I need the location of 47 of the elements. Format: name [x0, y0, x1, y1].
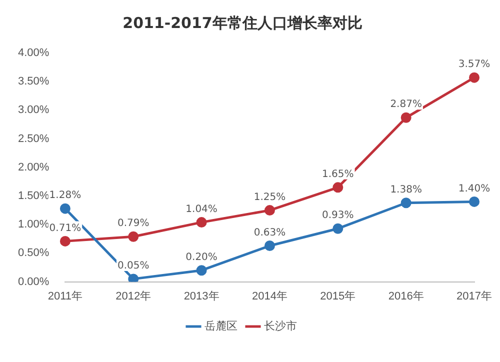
data-label: 0.79%: [117, 218, 150, 230]
point: [264, 205, 275, 216]
data-label: 0.05%: [117, 260, 150, 272]
point: [128, 274, 139, 282]
data-label: 3.57%: [458, 59, 490, 70]
y-tick-label: 1.00%: [18, 218, 50, 231]
y-tick-label: 3.00%: [18, 104, 50, 116]
data-label: 0.20%: [186, 252, 218, 263]
point: [60, 203, 70, 214]
chart-title: 2011-2017年常住人口增长率对比: [122, 14, 362, 32]
data-label: 0.71%: [49, 222, 82, 234]
data-label: 0.63%: [254, 227, 286, 238]
data-label: 1.28%: [49, 190, 82, 202]
y-tick-label: 3.50%: [18, 76, 50, 88]
point: [469, 196, 480, 207]
point: [400, 198, 412, 208]
data-label: 1.25%: [254, 192, 286, 203]
y-tick-label: 1.50%: [18, 190, 50, 202]
legend-label: 岳麓区: [204, 320, 238, 333]
y-tick-label: 2.50%: [18, 132, 50, 145]
data-label: 1.38%: [390, 184, 422, 196]
data-label: 0.93%: [322, 210, 354, 222]
x-tick-label: 2011年: [48, 290, 83, 302]
y-tick-label: 2.00%: [18, 161, 50, 174]
point: [196, 265, 207, 276]
data-label: 1.65%: [322, 169, 354, 180]
point: [400, 112, 412, 123]
data-label: 1.40%: [458, 183, 490, 194]
point: [128, 231, 139, 242]
point: [469, 72, 480, 83]
point: [332, 223, 344, 234]
x-tick-label: 2017年: [456, 290, 492, 302]
point: [332, 182, 344, 193]
x-tick-label: 2014年: [252, 290, 288, 302]
x-tick-label: 2012年: [116, 290, 152, 302]
legend-label: 长沙市: [264, 320, 297, 333]
y-tick-label: 0.50%: [18, 247, 50, 260]
y-tick-label: 4.00%: [18, 47, 50, 60]
y-tick-label: 0.00%: [18, 276, 50, 288]
x-tick-label: 2013年: [184, 290, 220, 302]
data-label: 2.87%: [390, 99, 422, 110]
x-tick-label: 2016年: [388, 290, 424, 302]
data-label: 1.04%: [186, 204, 218, 215]
point: [264, 240, 275, 252]
point: [196, 217, 207, 228]
point: [60, 236, 70, 246]
x-tick-label: 2015年: [320, 290, 356, 302]
